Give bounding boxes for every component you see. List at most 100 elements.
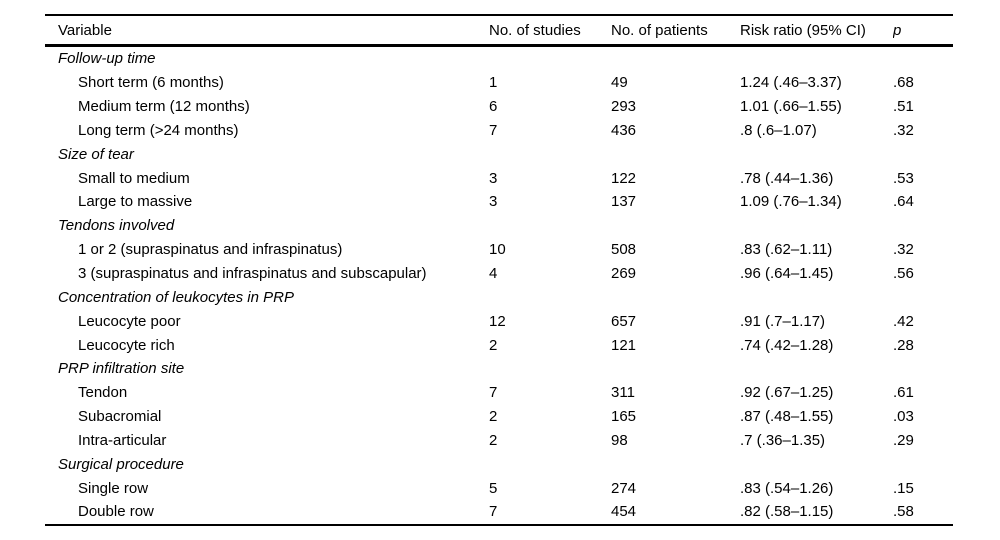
studies-cell: 10 (489, 241, 506, 259)
patients-cell: 137 (611, 193, 637, 211)
patients-cell: 98 (611, 431, 628, 449)
risk-ratio-cell: .8 (.6–1.07) (740, 121, 817, 139)
table-row: Single row 5 274 .83 (.54–1.26) .15 (45, 476, 953, 500)
studies-cell: 4 (489, 265, 498, 283)
studies-cell: 12 (489, 312, 506, 330)
risk-ratio-cell: .96 (.64–1.45) (740, 265, 834, 283)
studies-cell: 6 (489, 98, 498, 116)
column-header-studies: No. of studies (489, 15, 611, 47)
table-row: Leucocyte rich 2 121 .74 (.42–1.28) .28 (45, 333, 953, 357)
patients-cell: 657 (611, 312, 637, 330)
p-value-cell: .15 (893, 479, 914, 497)
studies-cell: 1 (489, 74, 498, 92)
patients-cell: 165 (611, 408, 637, 426)
variable-cell: Medium term (12 months) (78, 98, 250, 116)
risk-ratio-cell: .7 (.36–1.35) (740, 431, 826, 449)
studies-cell: 7 (489, 503, 498, 521)
p-value-cell: .28 (893, 336, 914, 354)
table-row: Medium term (12 months) 6 293 1.01 (.66–1.5… (45, 95, 953, 119)
column-header-risk-ratio: Risk ratio (95% CI) (740, 15, 893, 47)
column-header-p-value: p (893, 15, 953, 47)
variable-cell: Short term (6 months) (78, 74, 224, 92)
studies-cell: 2 (489, 408, 498, 426)
section-header-row: Size of tear (45, 142, 953, 166)
table-row: Short term (6 months) 1 49 1.24 (.46–3.37).… (45, 71, 953, 95)
variable-cell: 3 (supraspinatus and infraspinatus and s… (78, 265, 427, 283)
variable-cell: Leucocyte poor (78, 312, 181, 330)
section-header-row: Follow-up time (45, 46, 953, 71)
table-row: Intra-articular 2 98 .7 (.36–1.35) .29 (45, 429, 953, 453)
column-header-variable: Variable (45, 15, 489, 47)
p-value-cell: .29 (893, 431, 914, 449)
risk-ratio-cell: .82 (.58–1.15) (740, 503, 834, 521)
patients-cell: 269 (611, 265, 637, 283)
section-header-label: PRP infiltration site (58, 360, 185, 378)
p-value-cell: .03 (893, 408, 914, 426)
patients-cell: 293 (611, 98, 637, 116)
patients-cell: 311 (611, 384, 635, 402)
p-value-cell: .58 (893, 503, 914, 521)
p-value-cell: .32 (893, 121, 914, 139)
patients-cell: 121 (611, 336, 637, 354)
studies-cell: 7 (489, 384, 498, 402)
risk-ratio-cell: .83 (.62–1.11) (740, 241, 833, 259)
section-header-label: Concentration of leukocytes in PRP (58, 288, 294, 306)
p-value-cell: .32 (893, 241, 914, 259)
table-row: 3 (supraspinatus and infraspinatus and s… (45, 262, 953, 286)
section-header-row: Surgical procedure (45, 452, 953, 476)
variable-cell: Leucocyte rich (78, 336, 175, 354)
table-row: Tendon 7 311 .92 (.67–1.25) .61 (45, 381, 953, 405)
variable-cell: Subacromial (78, 408, 162, 426)
studies-cell: 5 (489, 479, 498, 497)
section-header-label: Tendons involved (58, 217, 175, 235)
risk-ratio-cell: .78 (.44–1.36) (740, 169, 834, 187)
table-header: Variable No. of studies No. of patients … (45, 15, 953, 47)
table-row: Leucocyte poor 12 657 .91 (.7–1.17) .42 (45, 309, 953, 333)
p-value-cell: .53 (893, 169, 914, 187)
variable-cell: Large to massive (78, 193, 193, 211)
risk-ratio-cell: .91 (.7–1.17) (740, 312, 826, 330)
studies-cell: 2 (489, 431, 498, 449)
risk-ratio-cell: .74 (.42–1.28) (740, 336, 834, 354)
table-body: Follow-up time Short term (6 months) 1 49 1.… (45, 46, 953, 525)
table-row: Small to medium 3 122 .78 (.44–1.36) .53 (45, 166, 953, 190)
data-table: Variable No. of studies No. of patients … (45, 14, 953, 526)
section-header-label: Size of tear (58, 145, 134, 163)
table-row: Long term (>24 months) 7 436 .8 (.6–1.07) .3… (45, 119, 953, 143)
patients-cell: 49 (611, 74, 628, 92)
p-value-cell: .64 (893, 193, 914, 211)
studies-cell: 7 (489, 121, 498, 139)
p-value-cell: .61 (893, 384, 914, 402)
p-value-cell: .56 (893, 265, 914, 283)
patients-cell: 436 (611, 121, 637, 139)
variable-cell: Tendon (78, 384, 128, 402)
p-value-cell: .42 (893, 312, 914, 330)
risk-ratio-cell: 1.01 (.66–1.55) (740, 98, 842, 116)
column-header-patients: No. of patients (611, 15, 740, 47)
subgroup-analysis-table: Variable No. of studies No. of patients … (45, 14, 953, 526)
section-header-row: Tendons involved (45, 214, 953, 238)
risk-ratio-cell: .83 (.54–1.26) (740, 479, 834, 497)
studies-cell: 3 (489, 193, 498, 211)
risk-ratio-cell: 1.24 (.46–3.37) (740, 74, 842, 92)
section-header-row: Concentration of leukocytes in PRP (45, 285, 953, 309)
variable-cell: Double row (78, 503, 154, 521)
studies-cell: 2 (489, 336, 498, 354)
section-header-label: Surgical procedure (58, 455, 184, 473)
patients-cell: 454 (611, 503, 637, 521)
table-row: Large to massive 3 137 1.09 (.76–1.34) .64 (45, 190, 953, 214)
patients-cell: 274 (611, 479, 637, 497)
table-row: Double row 7 454 .82 (.58–1.15) .58 (45, 500, 953, 525)
table-row: 1 or 2 (supraspinatus and infraspinatus)… (45, 238, 953, 262)
patients-cell: 122 (611, 169, 637, 187)
section-header-label: Follow-up time (58, 50, 156, 68)
risk-ratio-cell: .92 (.67–1.25) (740, 384, 834, 402)
variable-cell: Small to medium (78, 169, 190, 187)
p-value-cell: .68 (893, 74, 914, 92)
table-row: Subacromial 2 165 .87 (.48–1.55) .03 (45, 405, 953, 429)
section-header-row: PRP infiltration site (45, 357, 953, 381)
risk-ratio-cell: 1.09 (.76–1.34) (740, 193, 842, 211)
risk-ratio-cell: .87 (.48–1.55) (740, 408, 834, 426)
variable-cell: Long term (>24 months) (78, 121, 239, 139)
studies-cell: 3 (489, 169, 498, 187)
